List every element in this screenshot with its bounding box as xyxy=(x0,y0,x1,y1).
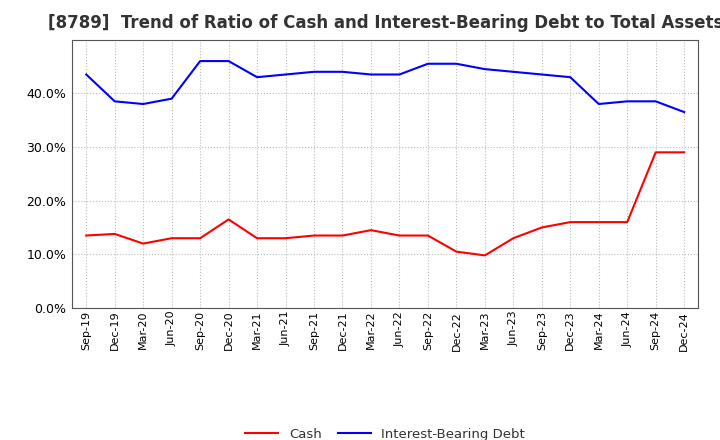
Title: [8789]  Trend of Ratio of Cash and Interest-Bearing Debt to Total Assets: [8789] Trend of Ratio of Cash and Intere… xyxy=(48,15,720,33)
Cash xyxy=(310,233,318,238)
Cash xyxy=(423,233,432,238)
Interest-Bearing Debt xyxy=(595,101,603,106)
Interest-Bearing Debt xyxy=(566,74,575,80)
Cash xyxy=(509,235,518,241)
Interest-Bearing Debt xyxy=(652,99,660,104)
Interest-Bearing Debt xyxy=(139,101,148,106)
Interest-Bearing Debt xyxy=(537,72,546,77)
Interest-Bearing Debt xyxy=(423,61,432,66)
Interest-Bearing Debt xyxy=(366,72,375,77)
Cash xyxy=(196,235,204,241)
Interest-Bearing Debt xyxy=(225,59,233,64)
Interest-Bearing Debt xyxy=(338,69,347,74)
Interest-Bearing Debt xyxy=(452,61,461,66)
Cash xyxy=(595,220,603,225)
Line: Cash: Cash xyxy=(86,152,684,255)
Cash xyxy=(338,233,347,238)
Interest-Bearing Debt xyxy=(253,74,261,80)
Interest-Bearing Debt xyxy=(282,72,290,77)
Cash xyxy=(253,235,261,241)
Cash xyxy=(537,225,546,230)
Cash xyxy=(225,217,233,222)
Cash xyxy=(167,235,176,241)
Interest-Bearing Debt xyxy=(509,69,518,74)
Cash xyxy=(566,220,575,225)
Cash xyxy=(139,241,148,246)
Line: Interest-Bearing Debt: Interest-Bearing Debt xyxy=(86,61,684,112)
Interest-Bearing Debt xyxy=(623,99,631,104)
Cash xyxy=(680,150,688,155)
Interest-Bearing Debt xyxy=(82,72,91,77)
Interest-Bearing Debt xyxy=(110,99,119,104)
Cash xyxy=(452,249,461,254)
Cash xyxy=(480,253,489,258)
Interest-Bearing Debt xyxy=(680,110,688,115)
Interest-Bearing Debt xyxy=(310,69,318,74)
Cash xyxy=(623,220,631,225)
Interest-Bearing Debt xyxy=(196,59,204,64)
Interest-Bearing Debt xyxy=(395,72,404,77)
Cash xyxy=(395,233,404,238)
Interest-Bearing Debt xyxy=(480,66,489,72)
Cash xyxy=(366,227,375,233)
Interest-Bearing Debt xyxy=(167,96,176,101)
Legend: Cash, Interest-Bearing Debt: Cash, Interest-Bearing Debt xyxy=(246,427,525,440)
Cash xyxy=(652,150,660,155)
Cash xyxy=(82,233,91,238)
Cash xyxy=(110,231,119,237)
Cash xyxy=(282,235,290,241)
